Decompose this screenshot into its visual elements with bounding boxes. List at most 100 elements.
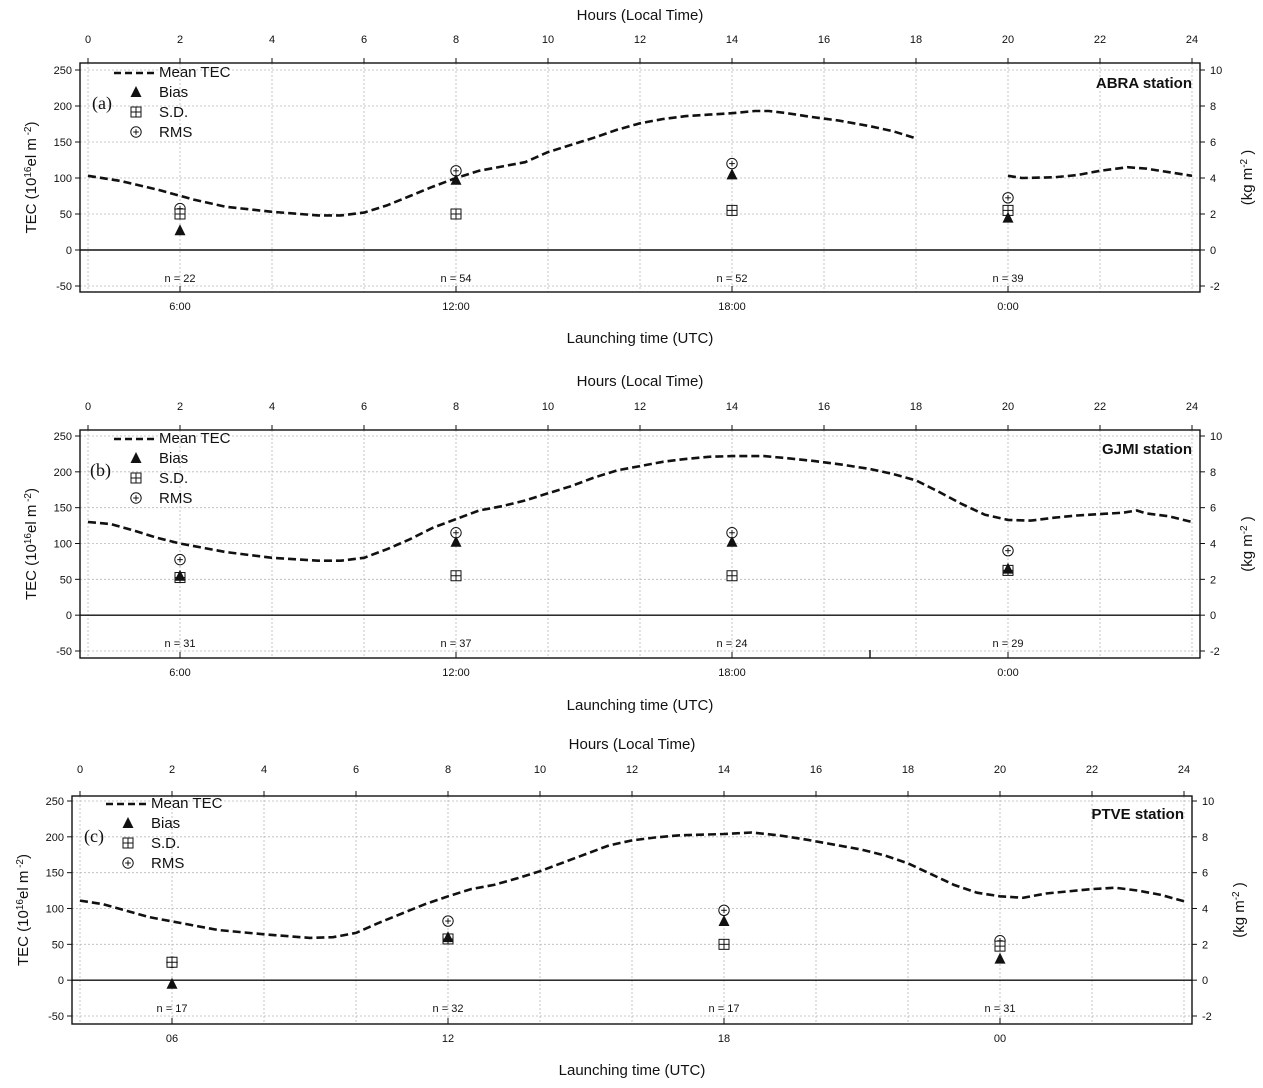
right-tick-label: -2 <box>1210 646 1220 658</box>
top-tick-label: 14 <box>726 401 738 413</box>
top-tick-label: 18 <box>910 401 922 413</box>
bottom-axis-title: Launching time (UTC) <box>567 330 714 347</box>
right-tick-label: 6 <box>1210 503 1216 515</box>
left-axis-title: TEC (1016el m -2) <box>15 854 33 966</box>
sd-point <box>174 208 186 220</box>
sd-point <box>450 570 462 582</box>
station-label: PTVE station <box>1091 806 1184 823</box>
top-tick-label: 24 <box>1186 34 1198 46</box>
top-tick-label: 22 <box>1094 34 1106 46</box>
right-tick-label: 2 <box>1210 209 1216 221</box>
top-tick-label: 20 <box>1002 401 1014 413</box>
bottom-tick-label: 06 <box>166 1033 178 1045</box>
legend-label: Mean TEC <box>159 64 231 81</box>
right-tick-label: 4 <box>1210 539 1216 551</box>
mean-tec-line <box>87 454 1193 562</box>
sd-point <box>450 208 462 220</box>
sample-count-label: n = 37 <box>441 638 472 650</box>
rms-point <box>442 915 454 927</box>
top-tick-label: 16 <box>810 764 822 776</box>
legend-label: RMS <box>159 124 192 141</box>
top-tick-label: 0 <box>77 764 83 776</box>
legend-label: Bias <box>151 815 180 832</box>
top-tick-label: 4 <box>261 764 267 776</box>
top-tick-label: 24 <box>1178 764 1190 776</box>
right-tick-label: 8 <box>1210 467 1216 479</box>
left-tick-label: 100 <box>46 904 64 916</box>
bottom-axis-title: Launching time (UTC) <box>559 1062 706 1079</box>
legend-sd-swatch <box>122 837 134 849</box>
rms-point <box>718 904 730 916</box>
top-tick-label: 14 <box>718 764 730 776</box>
bias-point <box>166 977 178 989</box>
bias-point <box>450 535 462 547</box>
station-label: GJMI station <box>1102 441 1192 458</box>
legend-label: S.D. <box>151 835 180 852</box>
left-tick-label: 50 <box>60 574 72 586</box>
bottom-tick-label: 12:00 <box>442 667 470 679</box>
bias-point <box>1002 211 1014 223</box>
sd-point <box>726 570 738 582</box>
top-tick-label: 24 <box>1186 401 1198 413</box>
legend-label: RMS <box>159 490 192 507</box>
bottom-tick-label: 18:00 <box>718 301 746 313</box>
sample-count-label: n = 54 <box>441 273 472 285</box>
grid <box>80 430 1200 658</box>
left-tick-label: 0 <box>58 975 64 987</box>
bottom-tick-label: 00 <box>994 1033 1006 1045</box>
right-tick-label: 2 <box>1210 574 1216 586</box>
right-tick-label: 8 <box>1202 832 1208 844</box>
sample-count-label: n = 31 <box>165 638 196 650</box>
sample-count-label: n = 24 <box>717 638 748 650</box>
top-tick-label: 18 <box>910 34 922 46</box>
top-tick-label: 12 <box>626 764 638 776</box>
bottom-tick-label: 18 <box>718 1033 730 1045</box>
legend-label: Mean TEC <box>159 430 231 447</box>
top-tick-label: 10 <box>542 401 554 413</box>
legend-bias-swatch <box>130 86 142 97</box>
sample-count-label: n = 52 <box>717 273 748 285</box>
legend-label: S.D. <box>159 470 188 487</box>
top-tick-label: 22 <box>1094 401 1106 413</box>
legend-rms-swatch <box>130 126 142 138</box>
right-tick-label: 0 <box>1210 610 1216 622</box>
station-label: ABRA station <box>1096 75 1192 92</box>
bias-point <box>994 952 1006 964</box>
left-tick-label: 150 <box>54 137 72 149</box>
top-axis-title: Hours (Local Time) <box>577 373 704 390</box>
sample-count-label: n = 32 <box>433 1003 464 1015</box>
legend-bias-swatch <box>130 452 142 463</box>
rms-point <box>1002 192 1014 204</box>
panel-label: (c) <box>84 826 104 847</box>
left-tick-label: 0 <box>66 245 72 257</box>
left-tick-label: 200 <box>46 832 64 844</box>
bias-point <box>718 915 730 927</box>
top-axis-title: Hours (Local Time) <box>577 7 704 24</box>
legend-label: Mean TEC <box>151 795 223 812</box>
bottom-tick-label: 0:00 <box>997 667 1018 679</box>
top-tick-label: 2 <box>177 34 183 46</box>
left-tick-label: -50 <box>48 1011 64 1023</box>
top-tick-label: 10 <box>542 34 554 46</box>
right-tick-label: -2 <box>1210 281 1220 293</box>
top-tick-label: 16 <box>818 401 830 413</box>
top-tick-label: 6 <box>361 34 367 46</box>
top-tick-label: 22 <box>1086 764 1098 776</box>
bottom-tick-label: 6:00 <box>169 301 190 313</box>
left-tick-label: 150 <box>54 503 72 515</box>
bottom-tick-label: 6:00 <box>169 667 190 679</box>
legend-label: S.D. <box>159 104 188 121</box>
left-tick-label: 100 <box>54 539 72 551</box>
left-tick-label: 100 <box>54 173 72 185</box>
top-tick-label: 8 <box>453 401 459 413</box>
bottom-tick-label: 18:00 <box>718 667 746 679</box>
rms-point <box>174 553 186 566</box>
legend-label: RMS <box>151 855 184 872</box>
right-tick-label: 10 <box>1210 431 1222 443</box>
top-tick-label: 16 <box>818 34 830 46</box>
right-tick-label: 0 <box>1202 975 1208 987</box>
left-tick-label: 250 <box>46 796 64 808</box>
